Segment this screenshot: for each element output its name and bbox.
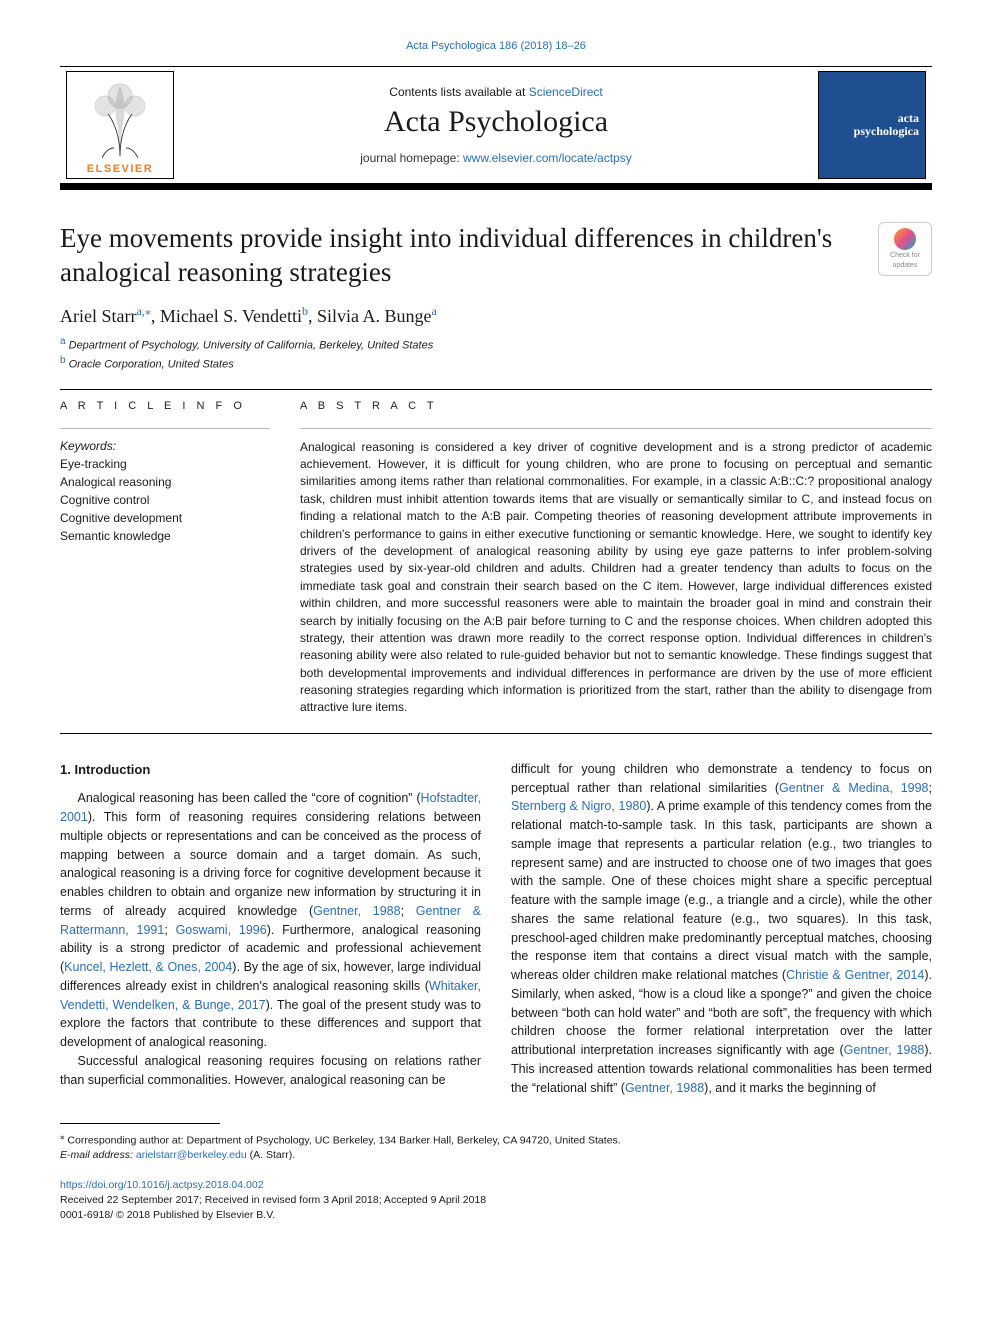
homepage-prefix: journal homepage: — [360, 151, 463, 165]
article-title: Eye movements provide insight into indiv… — [60, 222, 840, 290]
body-para: Analogical reasoning has been called the… — [60, 789, 481, 1052]
crossmark-icon — [894, 228, 916, 250]
corr-text: Corresponding author at: Department of P… — [65, 1135, 621, 1147]
doi-link[interactable]: https://doi.org/10.1016/j.actpsy.2018.04… — [60, 1179, 264, 1191]
keyword-item: Eye-tracking — [60, 455, 270, 473]
author-2-affil[interactable]: b — [302, 304, 308, 318]
author-1-corr[interactable]: ⁎ — [145, 304, 151, 318]
citation-link[interactable]: Gentner, 1988 — [313, 904, 400, 918]
info-divider — [60, 428, 270, 429]
body-para: difficult for young children who demonst… — [511, 760, 932, 1098]
citation-link[interactable]: Christie & Gentner, 2014 — [786, 968, 924, 982]
divider-bottom — [60, 733, 932, 734]
elsevier-tree-icon — [67, 78, 173, 166]
footnote-rule — [60, 1123, 220, 1124]
sciencedirect-link[interactable]: ScienceDirect — [529, 85, 603, 99]
elsevier-brand-text: ELSEVIER — [67, 163, 173, 175]
author-2: Michael S. Vendetti — [160, 306, 302, 326]
cover-title-l2: psychologica — [854, 125, 919, 138]
check-updates-l2: updates — [893, 262, 918, 270]
article-info-col: A R T I C L E I N F O Keywords: Eye-trac… — [60, 400, 270, 717]
authors-line: Ariel Starra,⁎, Michael S. Vendettib, Si… — [60, 304, 932, 327]
keyword-item: Cognitive control — [60, 491, 270, 509]
author-1: Ariel Starr — [60, 306, 136, 326]
contents-prefix: Contents lists available at — [389, 85, 528, 99]
abstract-text: Analogical reasoning is considered a key… — [300, 439, 932, 717]
email-label: E-mail address: — [60, 1149, 136, 1161]
body-para: Successful analogical reasoning requires… — [60, 1052, 481, 1090]
author-3-affil[interactable]: a — [431, 304, 436, 318]
running-head: Acta Psychologica 186 (2018) 18–26 — [60, 40, 932, 52]
abstract-head: A B S T R A C T — [300, 400, 932, 412]
body-columns: 1. Introduction Analogical reasoning has… — [60, 760, 932, 1098]
journal-cover-thumb: acta psychologica — [818, 71, 926, 179]
abstract-col: A B S T R A C T Analogical reasoning is … — [300, 400, 932, 717]
affiliations: a Department of Psychology, University o… — [60, 335, 932, 373]
author-3: Silvia A. Bunge — [317, 306, 432, 326]
citation-link[interactable]: Goswami, 1996 — [176, 923, 267, 937]
citation-link[interactable]: Gentner & Medina, 1998 — [779, 781, 928, 795]
citation-link[interactable]: Gentner, 1988 — [625, 1081, 704, 1095]
article-info-head: A R T I C L E I N F O — [60, 400, 270, 412]
author-1-affil[interactable]: a, — [136, 304, 144, 318]
keyword-item: Analogical reasoning — [60, 473, 270, 491]
divider-top — [60, 389, 932, 390]
check-updates-l1: Check for — [890, 252, 920, 260]
contents-list-line: Contents lists available at ScienceDirec… — [182, 85, 810, 99]
corr-email-link[interactable]: arielstarr@berkeley.edu — [136, 1149, 247, 1161]
body-col-right: difficult for young children who demonst… — [511, 760, 932, 1098]
doi-block: https://doi.org/10.1016/j.actpsy.2018.04… — [60, 1178, 932, 1222]
band-center: Contents lists available at ScienceDirec… — [182, 85, 810, 165]
affil-a-text: Department of Psychology, University of … — [69, 339, 434, 351]
abstract-divider — [300, 428, 932, 429]
corresponding-author-footnote: ⁎ Corresponding author at: Department of… — [60, 1130, 932, 1162]
journal-homepage-line: journal homepage: www.elsevier.com/locat… — [182, 151, 810, 165]
section-heading: 1. Introduction — [60, 760, 481, 780]
history-line: Received 22 September 2017; Received in … — [60, 1194, 486, 1206]
email-suffix: (A. Starr). — [247, 1149, 295, 1161]
issn-line: 0001-6918/ © 2018 Published by Elsevier … — [60, 1209, 275, 1221]
affil-a: a Department of Psychology, University o… — [60, 335, 932, 354]
affil-b-text: Oracle Corporation, United States — [69, 358, 234, 370]
journal-title: Acta Psychologica — [182, 105, 810, 139]
info-abstract-row: A R T I C L E I N F O Keywords: Eye-trac… — [60, 400, 932, 717]
body-col-left: 1. Introduction Analogical reasoning has… — [60, 760, 481, 1098]
affil-b: b Oracle Corporation, United States — [60, 354, 932, 373]
citation-link[interactable]: Kuncel, Hezlett, & Ones, 2004 — [64, 960, 232, 974]
title-block: Eye movements provide insight into indiv… — [60, 222, 932, 290]
page-root: Acta Psychologica 186 (2018) 18–26 — [0, 0, 992, 1252]
citation-link[interactable]: Sternberg & Nigro, 1980 — [511, 799, 646, 813]
elsevier-logo: ELSEVIER — [66, 71, 174, 179]
check-updates-badge[interactable]: Check for updates — [878, 222, 932, 276]
keywords-list: Eye-tracking Analogical reasoning Cognit… — [60, 455, 270, 545]
keywords-label: Keywords: — [60, 439, 270, 453]
running-head-text[interactable]: Acta Psychologica 186 (2018) 18–26 — [406, 40, 586, 52]
journal-band: ELSEVIER Contents lists available at Sci… — [60, 66, 932, 190]
citation-link[interactable]: Gentner, 1988 — [844, 1043, 925, 1057]
homepage-link[interactable]: www.elsevier.com/locate/actpsy — [463, 151, 632, 165]
keyword-item: Cognitive development — [60, 509, 270, 527]
keyword-item: Semantic knowledge — [60, 527, 270, 545]
